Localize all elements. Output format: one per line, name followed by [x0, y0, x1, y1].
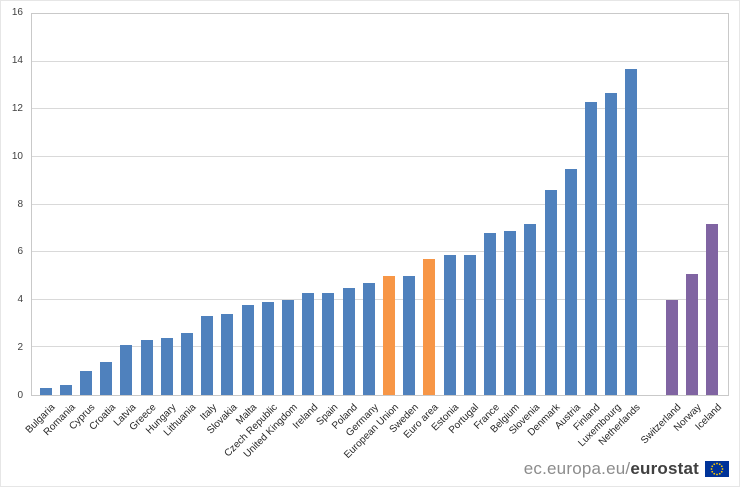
bar-slovakia: [221, 314, 234, 395]
bar-euro-area: [423, 259, 436, 395]
gridline: [32, 155, 728, 157]
bar-luxembourg: [605, 92, 618, 395]
bar-iceland: [706, 223, 719, 395]
plot-area: [31, 13, 729, 396]
bar-ireland: [302, 292, 315, 395]
bar-poland: [342, 287, 355, 395]
bar-lithuania: [180, 333, 193, 395]
bar-croatia: [100, 361, 113, 395]
gridline: [32, 298, 728, 300]
gridline: [32, 203, 728, 205]
bar-hungary: [160, 337, 173, 395]
bar-norway: [685, 273, 698, 395]
y-tick-label: 10: [11, 150, 23, 162]
y-tick-label: 14: [11, 54, 23, 66]
bar-spain: [322, 292, 335, 395]
bar-belgium: [504, 230, 517, 395]
bar-greece: [140, 340, 153, 395]
y-tick-label: 4: [17, 294, 23, 306]
bar-austria: [564, 168, 577, 395]
bar-malta: [241, 304, 254, 395]
bar-finland: [584, 102, 597, 395]
bar-slovenia: [524, 223, 537, 395]
watermark-url-prefix: ec.europa.eu/: [523, 459, 631, 478]
bar-netherlands: [625, 68, 638, 395]
y-tick-label: 8: [17, 198, 23, 210]
y-tick-label: 16: [11, 7, 23, 18]
y-tick-label: 6: [17, 246, 23, 258]
bar-sweden: [403, 275, 416, 395]
bar-switzerland: [665, 299, 678, 395]
bar-denmark: [544, 190, 557, 395]
y-tick-label: 12: [11, 102, 23, 114]
bar-cyprus: [79, 371, 92, 395]
bar-portugal: [463, 254, 476, 395]
bar-latvia: [120, 345, 133, 395]
eurostat-watermark: ec.europa.eu/eurostat: [524, 459, 729, 479]
y-axis: 0 2 4 6 8 10 12 14 16: [1, 1, 27, 486]
eu-flag-icon: [705, 461, 729, 477]
y-tick-label: 2: [17, 342, 23, 354]
bar-romania: [59, 385, 72, 395]
bar-germany: [362, 283, 375, 395]
gridline: [32, 60, 728, 62]
bar-united-kingdom: [281, 299, 294, 395]
bar-estonia: [443, 254, 456, 395]
watermark-brand: eurostat: [630, 459, 699, 478]
bar-italy: [201, 316, 214, 395]
bar-bulgaria: [39, 387, 52, 395]
gridline: [32, 108, 728, 110]
bar-france: [483, 233, 496, 395]
bar-european-union: [382, 275, 395, 395]
bar-czech-republic: [261, 302, 274, 395]
gridline: [32, 251, 728, 253]
gridline: [32, 346, 728, 348]
y-tick-label: 0: [17, 390, 23, 401]
